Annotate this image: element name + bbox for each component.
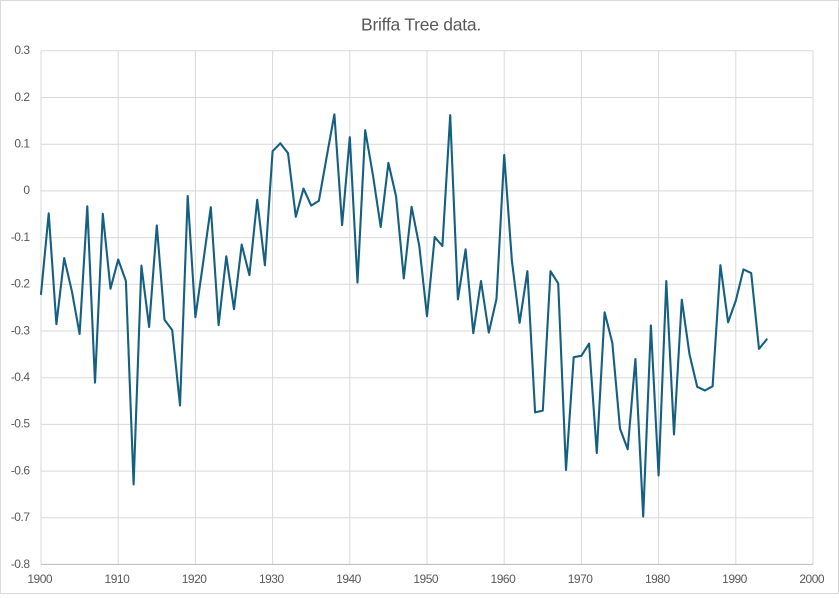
svg-text:2000: 2000 <box>799 572 825 586</box>
svg-text:-0.6: -0.6 <box>11 463 31 477</box>
svg-text:1900: 1900 <box>27 572 53 586</box>
svg-text:1980: 1980 <box>645 572 671 586</box>
svg-text:Briffa Tree data.: Briffa Tree data. <box>361 15 481 35</box>
svg-text:-0.8: -0.8 <box>11 557 31 571</box>
svg-text:1990: 1990 <box>722 572 748 586</box>
svg-text:1950: 1950 <box>413 572 439 586</box>
svg-text:1930: 1930 <box>259 572 285 586</box>
svg-text:-0.7: -0.7 <box>11 510 31 524</box>
svg-text:0.2: 0.2 <box>14 90 30 104</box>
svg-text:-0.5: -0.5 <box>11 417 31 431</box>
svg-text:0.3: 0.3 <box>14 43 30 57</box>
svg-text:1910: 1910 <box>105 572 131 586</box>
svg-text:1970: 1970 <box>568 572 594 586</box>
svg-text:0: 0 <box>23 183 30 197</box>
svg-text:-0.3: -0.3 <box>11 323 31 337</box>
svg-text:0.1: 0.1 <box>14 137 30 151</box>
svg-text:-0.4: -0.4 <box>11 370 31 384</box>
svg-text:1940: 1940 <box>336 572 362 586</box>
svg-text:1960: 1960 <box>491 572 517 586</box>
svg-text:-0.1: -0.1 <box>11 230 31 244</box>
svg-text:1920: 1920 <box>182 572 208 586</box>
svg-text:-0.2: -0.2 <box>11 277 31 291</box>
